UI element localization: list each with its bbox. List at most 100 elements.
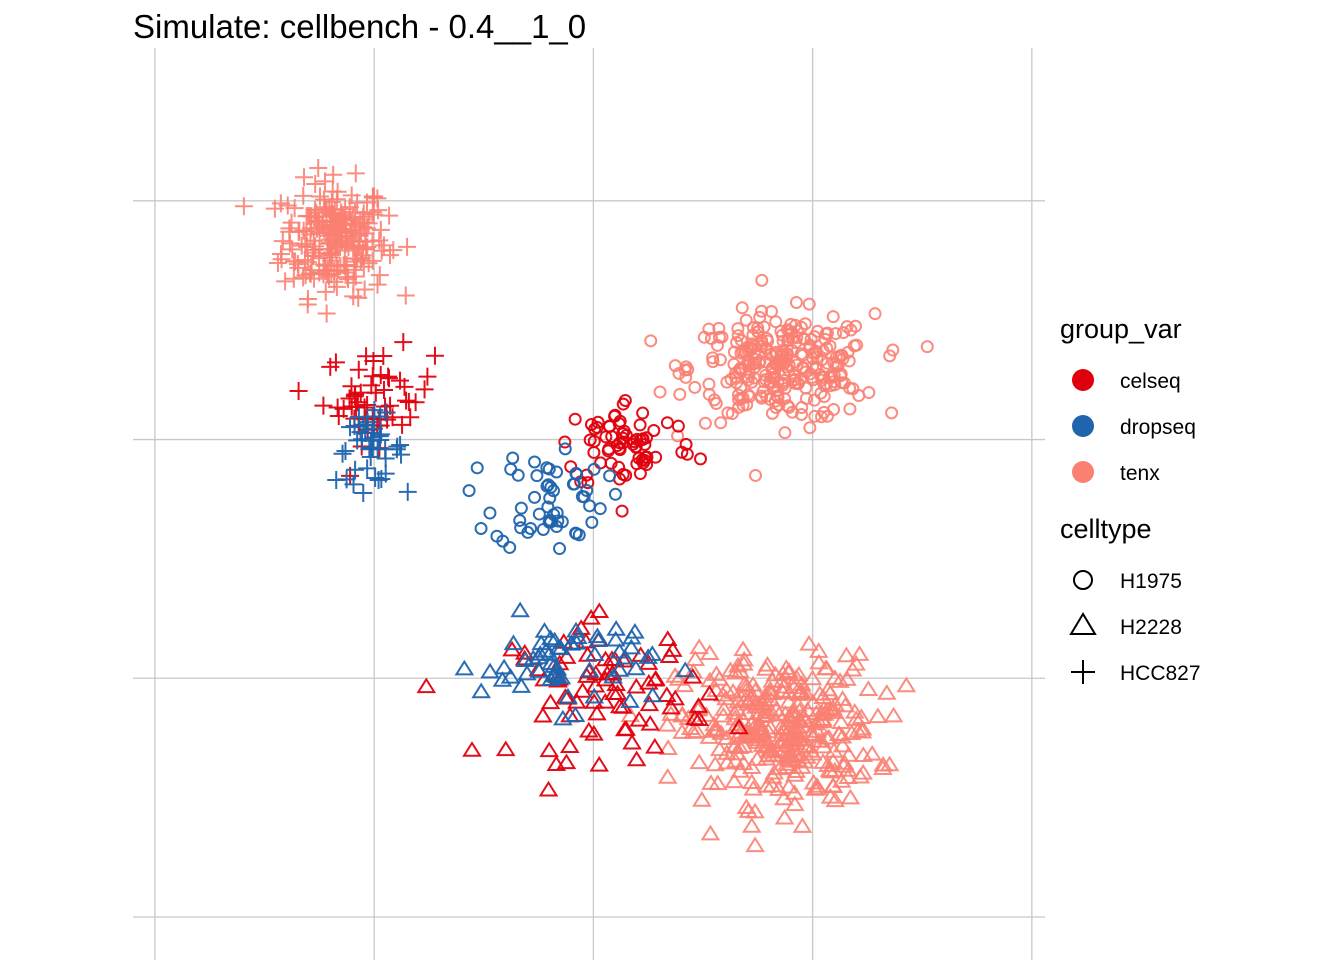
- point-circle: [709, 397, 723, 411]
- point-triangle: [841, 724, 862, 740]
- point-triangle: [777, 723, 798, 740]
- point-triangle: [883, 706, 904, 723]
- point-triangle: [584, 724, 604, 741]
- point-triangle: [639, 695, 660, 712]
- point-circle: [825, 370, 839, 384]
- point-plus: [311, 187, 330, 206]
- point-circle: [544, 515, 558, 529]
- point-circle: [733, 362, 747, 376]
- point-triangle: [848, 722, 868, 738]
- point-triangle: [745, 836, 765, 853]
- point-triangle: [536, 641, 556, 658]
- point-triangle: [832, 736, 853, 753]
- point-circle: [558, 435, 572, 449]
- point-circle: [788, 376, 802, 390]
- point-triangle: [773, 683, 793, 700]
- point-circle: [842, 354, 856, 368]
- point-plus: [353, 210, 372, 229]
- point-triangle: [799, 737, 819, 754]
- point-circle: [749, 468, 763, 482]
- point-circle: [615, 504, 629, 518]
- point-triangle: [642, 686, 663, 703]
- point-triangle: [873, 755, 893, 772]
- point-triangle: [462, 741, 482, 757]
- point-triangle: [699, 684, 720, 701]
- point-plus: [362, 376, 381, 395]
- point-plus: [342, 377, 361, 396]
- point-circle: [470, 461, 484, 475]
- point-triangle: [774, 789, 794, 806]
- point-triangle: [755, 737, 776, 754]
- point-triangle: [588, 631, 609, 648]
- point-circle: [819, 327, 833, 341]
- point-plus: [415, 380, 434, 399]
- point-plus: [298, 295, 317, 314]
- point-triangle: [500, 667, 521, 684]
- point-triangle: [539, 741, 560, 758]
- point-triangle: [646, 669, 666, 686]
- point-circle: [587, 462, 601, 476]
- point-triangle: [747, 750, 768, 766]
- point-plus: [374, 346, 393, 365]
- point-triangle: [728, 692, 748, 709]
- point-circle: [763, 392, 777, 406]
- point-circle: [806, 352, 820, 366]
- point-plus: [322, 251, 341, 270]
- point-triangle: [741, 758, 762, 774]
- point-circle: [570, 467, 584, 481]
- point-triangle: [724, 737, 745, 754]
- point-circle: [820, 341, 834, 355]
- point-triangle: [751, 720, 772, 737]
- point-triangle: [517, 664, 537, 681]
- point-circle: [541, 500, 555, 514]
- point-triangle: [616, 720, 636, 736]
- point-plus: [346, 164, 365, 183]
- point-triangle: [896, 676, 917, 693]
- point-triangle: [743, 779, 764, 796]
- point-circle: [706, 351, 720, 365]
- point-plus: [309, 159, 328, 177]
- point-circle: [671, 429, 685, 443]
- legend-label-dropseq: dropseq: [1120, 416, 1196, 439]
- point-circle: [794, 347, 808, 361]
- point-triangle: [730, 662, 750, 679]
- point-circle: [712, 330, 726, 344]
- point-plus: [358, 413, 377, 432]
- point-triangle: [584, 645, 605, 662]
- point-plus: [357, 219, 376, 238]
- legend-key-H1975: [1073, 570, 1093, 590]
- point-plus: [371, 220, 390, 239]
- point-plus: [340, 198, 359, 217]
- point-circle: [688, 380, 702, 394]
- point-triangle: [868, 707, 888, 724]
- point-plus: [296, 266, 315, 285]
- point-circle: [583, 433, 597, 447]
- point-triangle: [725, 663, 746, 680]
- data-points: [234, 159, 934, 853]
- point-triangle: [699, 644, 720, 660]
- point-triangle: [823, 703, 843, 719]
- point-triangle: [587, 704, 607, 721]
- point-plus: [368, 275, 387, 294]
- point-triangle: [538, 780, 559, 797]
- point-triangle: [626, 659, 646, 676]
- point-plus: [314, 396, 333, 415]
- point-circle: [583, 499, 597, 513]
- point-plus: [278, 196, 297, 215]
- point-triangle: [790, 722, 811, 739]
- point-triangle: [782, 702, 803, 719]
- point-triangle: [836, 646, 857, 663]
- point-triangle: [756, 660, 776, 676]
- point-plus: [334, 256, 353, 275]
- point-plus: [395, 377, 414, 396]
- point-plus: [398, 237, 417, 256]
- point-circle: [462, 484, 476, 498]
- point-plus: [357, 347, 376, 366]
- point-plus: [323, 182, 342, 201]
- point-plus: [347, 398, 366, 417]
- point-circle: [587, 445, 601, 459]
- point-circle: [767, 379, 781, 393]
- point-circle: [616, 467, 630, 481]
- point-triangle: [657, 686, 677, 702]
- point-triangle: [779, 777, 799, 794]
